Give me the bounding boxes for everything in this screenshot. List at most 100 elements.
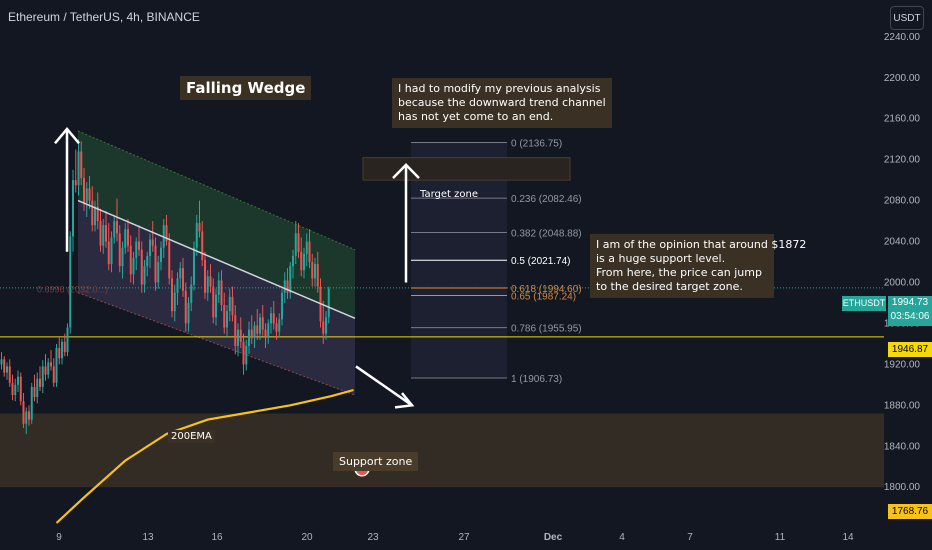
x-tick-label: 27 bbox=[458, 532, 470, 543]
candle-body bbox=[206, 276, 209, 293]
candle-body bbox=[292, 255, 294, 267]
candle-body bbox=[165, 225, 168, 242]
candle-body bbox=[6, 366, 8, 373]
ema-label: 200EMA bbox=[168, 430, 215, 443]
last-price-tag: 1994.73 03:54:06 bbox=[888, 296, 932, 326]
wedge-midline bbox=[77, 199, 356, 320]
note-line: I am of the opinion that around $1872 bbox=[596, 238, 807, 251]
candle-body bbox=[77, 151, 80, 186]
candle-body bbox=[248, 329, 250, 346]
x-tick-label: 20 bbox=[301, 532, 313, 543]
down-arrow-head bbox=[394, 392, 415, 409]
candle-body bbox=[245, 345, 248, 365]
candle-body bbox=[25, 411, 28, 424]
candle-body bbox=[300, 251, 303, 271]
candle-body bbox=[308, 241, 311, 263]
target-zone-label: Target zone bbox=[420, 189, 478, 200]
y-tick-label: 1920.00 bbox=[884, 359, 921, 370]
candle-body bbox=[316, 264, 319, 287]
candle-body bbox=[168, 241, 171, 279]
currency-button[interactable]: USDT bbox=[890, 6, 924, 30]
candle-body bbox=[220, 280, 223, 306]
candle-body bbox=[143, 266, 146, 285]
candle-body bbox=[305, 241, 308, 254]
note-line: to the desired target zone. bbox=[596, 280, 743, 293]
candle-body bbox=[289, 266, 292, 293]
candle-body bbox=[187, 302, 190, 324]
y-tick-label: 2080.00 bbox=[884, 196, 921, 207]
candle-body bbox=[182, 268, 184, 291]
x-tick-label: 9 bbox=[56, 532, 62, 543]
candle-body bbox=[63, 341, 66, 353]
candle-body bbox=[52, 366, 55, 383]
candle-body bbox=[58, 348, 61, 359]
countdown-value: 03:54:06 bbox=[890, 311, 930, 322]
candle-body bbox=[217, 280, 220, 295]
candle-body bbox=[272, 313, 275, 324]
candle-body bbox=[138, 241, 140, 250]
candle-body bbox=[3, 359, 6, 373]
candle-body bbox=[66, 327, 69, 353]
x-tick-label: 11 bbox=[775, 532, 786, 543]
candle-body bbox=[121, 247, 124, 267]
candle-body bbox=[83, 178, 85, 203]
wedge-upper-fill bbox=[78, 131, 355, 319]
fib-label: 0.382 (2048.88) bbox=[511, 228, 582, 239]
candle-body bbox=[39, 378, 41, 387]
candle-body bbox=[80, 151, 83, 179]
x-tick-label: 16 bbox=[211, 532, 223, 543]
note-line: I had to modify my previous analysis bbox=[398, 82, 601, 95]
note-line: From here, the price can jump bbox=[596, 266, 762, 279]
support-zone bbox=[0, 413, 884, 488]
candle-body bbox=[8, 366, 11, 383]
candle-body bbox=[201, 231, 204, 260]
candle-body bbox=[283, 280, 286, 293]
fib-label: 0 (2136.75) bbox=[511, 139, 562, 150]
y-tick-label: 2160.00 bbox=[884, 114, 921, 125]
candle-body bbox=[278, 319, 281, 332]
candle-body bbox=[69, 236, 72, 328]
candle-body bbox=[239, 329, 242, 342]
candle-body bbox=[94, 206, 96, 226]
candle-body bbox=[179, 268, 182, 279]
candle-body bbox=[325, 317, 327, 334]
candle-body bbox=[242, 341, 245, 365]
candle-body bbox=[96, 206, 99, 222]
candle-body bbox=[19, 376, 22, 402]
candle-body bbox=[146, 255, 149, 267]
candle-body bbox=[184, 290, 187, 324]
candle-body bbox=[85, 188, 88, 203]
fib-label: 0.786 (1955.95) bbox=[511, 324, 582, 335]
symbol-price-tag: ETHUSDT bbox=[842, 296, 886, 311]
x-tick-label: 4 bbox=[619, 532, 625, 543]
y-tick-label: 1880.00 bbox=[884, 400, 921, 411]
candle-body bbox=[135, 241, 138, 258]
candle-body bbox=[107, 241, 110, 265]
analysis-note-top: I had to modify my previous analysis bec… bbox=[392, 78, 612, 128]
candle-body bbox=[55, 348, 58, 383]
wedge-lower-line bbox=[77, 292, 356, 396]
candle-body bbox=[193, 247, 195, 285]
y-tick-label: 2040.00 bbox=[884, 237, 921, 248]
candle-body bbox=[127, 229, 129, 246]
note-line: has not yet come to an end. bbox=[398, 110, 554, 123]
candle-body bbox=[294, 233, 297, 256]
candle-body bbox=[228, 296, 231, 312]
candle-body bbox=[14, 384, 17, 396]
candle-body bbox=[173, 292, 176, 312]
fib-label: 1 (1906.73) bbox=[511, 374, 562, 385]
fib-label: 0.236 (2082.46) bbox=[511, 194, 582, 205]
candle-body bbox=[160, 247, 162, 263]
last-price-value: 1994.73 bbox=[891, 297, 929, 308]
candle-body bbox=[226, 311, 228, 328]
candle-body bbox=[129, 245, 132, 275]
candle-body bbox=[0, 359, 3, 365]
symbol-header[interactable]: Ethereum / TetherUS, 4h, BINANCE bbox=[8, 10, 200, 24]
x-tick-label: 14 bbox=[842, 532, 854, 543]
candle-body bbox=[28, 411, 30, 420]
x-tick-label: 7 bbox=[687, 532, 693, 543]
candle-body bbox=[171, 278, 173, 312]
candle-body bbox=[209, 276, 212, 287]
candle-body bbox=[275, 323, 278, 332]
